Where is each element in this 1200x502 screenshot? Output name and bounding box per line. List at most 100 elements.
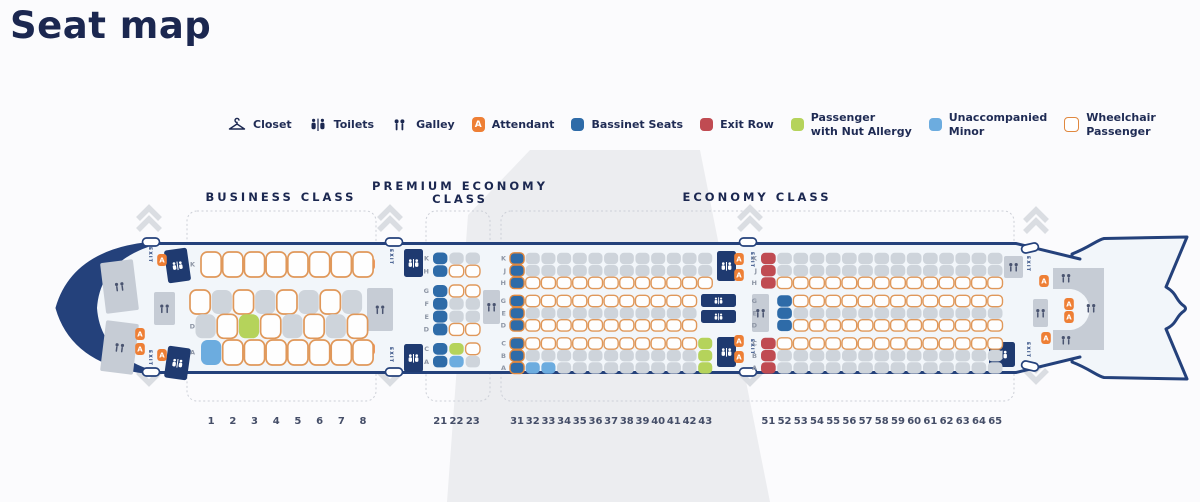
seat-52A[interactable] (777, 362, 792, 374)
seat-21G[interactable] (433, 285, 448, 297)
seat-56B[interactable] (842, 350, 857, 362)
seat-1G[interactable] (189, 289, 212, 315)
seat-60C[interactable] (906, 337, 923, 350)
seat-64C[interactable] (970, 337, 987, 350)
seat-40K[interactable] (651, 252, 666, 265)
seat-56A[interactable] (842, 362, 857, 374)
seat-35C[interactable] (572, 337, 588, 350)
seat-22A[interactable] (449, 355, 464, 368)
seat-21F[interactable] (433, 297, 448, 310)
seat-61J[interactable] (923, 265, 938, 277)
seat-23K[interactable] (465, 252, 480, 265)
seat-31C[interactable] (509, 337, 525, 350)
seat-53B[interactable] (793, 350, 809, 362)
seat-40D[interactable] (650, 319, 666, 332)
seat-58B[interactable] (874, 350, 890, 362)
seat-36C[interactable] (587, 337, 604, 350)
seat-61E[interactable] (923, 307, 938, 319)
seat-53K[interactable] (793, 252, 809, 265)
seat-38B[interactable] (619, 350, 634, 362)
seat-1D[interactable] (195, 314, 216, 339)
seat-60E[interactable] (906, 307, 922, 319)
seat-57K[interactable] (858, 252, 873, 265)
seat-31A[interactable] (509, 361, 525, 375)
seat-55A[interactable] (825, 362, 841, 374)
seat-32E[interactable] (525, 307, 540, 319)
seat-42C[interactable] (681, 337, 698, 350)
seat-62C[interactable] (938, 337, 955, 350)
seat-38A[interactable] (619, 362, 634, 374)
seat-33B[interactable] (541, 350, 556, 362)
seat-7A[interactable] (330, 339, 353, 366)
seat-62J[interactable] (939, 265, 954, 277)
seat-64H[interactable] (970, 276, 987, 290)
seat-3D[interactable] (238, 314, 260, 339)
seat-2K[interactable] (221, 251, 244, 278)
seat-59G[interactable] (889, 294, 906, 308)
seat-32A[interactable] (525, 362, 540, 374)
seat-42D[interactable] (681, 319, 698, 332)
seat-61K[interactable] (923, 252, 938, 265)
seat-32H[interactable] (524, 276, 541, 290)
seat-62K[interactable] (939, 252, 954, 265)
seat-58J[interactable] (874, 265, 890, 277)
seat-32G[interactable] (524, 294, 541, 308)
seat-42G[interactable] (681, 294, 698, 308)
seat-39C[interactable] (634, 337, 651, 350)
seat-63B[interactable] (955, 350, 971, 362)
seat-21E[interactable] (433, 310, 448, 323)
seat-43J[interactable] (698, 265, 713, 277)
seat-65G[interactable] (987, 294, 1004, 308)
seat-41B[interactable] (666, 350, 681, 362)
seat-43A[interactable] (698, 362, 713, 374)
seat-37J[interactable] (604, 265, 619, 277)
seat-59H[interactable] (889, 276, 906, 290)
seat-63C[interactable] (954, 337, 971, 350)
seat-37C[interactable] (603, 337, 619, 350)
seat-64J[interactable] (971, 265, 987, 277)
seat-64B[interactable] (971, 350, 987, 362)
seat-58A[interactable] (874, 362, 890, 374)
seat-34D[interactable] (556, 319, 572, 332)
seat-22C[interactable] (449, 343, 464, 355)
seat-8D[interactable] (346, 313, 369, 340)
seat-59E[interactable] (890, 307, 906, 319)
seat-59A[interactable] (890, 362, 906, 374)
seat-38H[interactable] (619, 276, 635, 290)
seat-58E[interactable] (874, 307, 890, 319)
seat-4D[interactable] (259, 313, 282, 340)
seat-32B[interactable] (525, 350, 540, 362)
seat-34G[interactable] (556, 294, 572, 308)
seat-51B[interactable] (761, 350, 776, 362)
seat-34J[interactable] (557, 265, 572, 277)
seat-52D[interactable] (777, 319, 792, 332)
seat-63H[interactable] (954, 276, 971, 290)
seat-33C[interactable] (540, 337, 557, 350)
seat-39A[interactable] (635, 362, 650, 374)
seat-56H[interactable] (841, 276, 858, 290)
seat-63A[interactable] (955, 362, 971, 374)
seat-52B[interactable] (777, 350, 792, 362)
seat-53C[interactable] (792, 337, 809, 350)
seat-52C[interactable] (776, 337, 793, 350)
seat-65K[interactable] (987, 252, 1003, 265)
seat-43B[interactable] (698, 350, 713, 362)
seat-21C[interactable] (433, 343, 448, 355)
seat-23F[interactable] (465, 297, 480, 310)
seat-64G[interactable] (970, 294, 987, 308)
seat-61A[interactable] (923, 362, 938, 374)
seat-21A[interactable] (433, 355, 448, 368)
seat-36K[interactable] (588, 252, 603, 265)
seat-22G[interactable] (448, 284, 465, 298)
seat-58G[interactable] (873, 294, 890, 308)
seat-61G[interactable] (922, 294, 939, 308)
seat-59D[interactable] (889, 319, 906, 332)
seat-42K[interactable] (682, 252, 697, 265)
seat-51J[interactable] (761, 265, 776, 277)
seat-57A[interactable] (858, 362, 873, 374)
seat-43C[interactable] (698, 337, 713, 350)
seat-62G[interactable] (938, 294, 955, 308)
seat-57D[interactable] (857, 319, 874, 332)
seat-51K[interactable] (761, 252, 776, 265)
seat-60J[interactable] (906, 265, 922, 277)
